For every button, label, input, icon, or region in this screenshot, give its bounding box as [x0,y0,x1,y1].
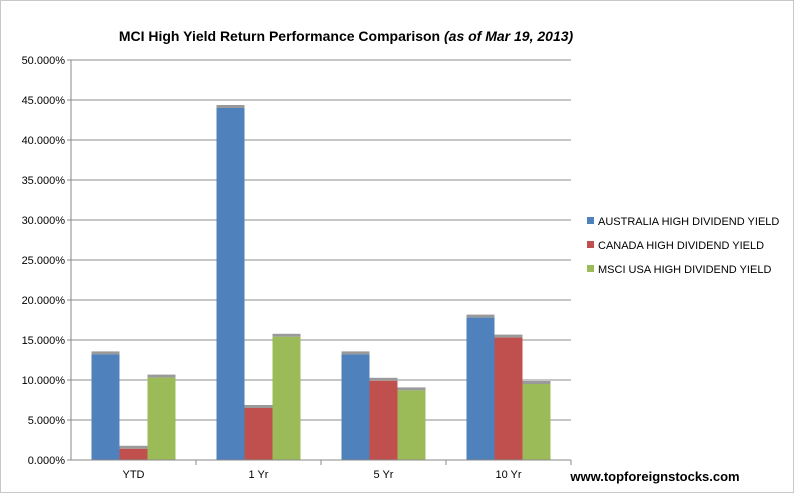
bars [91,105,551,460]
x-tick-label: 1 Yr [249,469,269,481]
source-watermark: www.topforeignstocks.com [569,469,739,484]
bar [147,377,176,460]
bar-top-shade [216,105,245,108]
bar [466,317,495,460]
bar [244,408,273,460]
chart-title-note: (as of Mar 19, 2013) [444,28,574,44]
bar-top-shade [244,405,273,408]
bar [397,390,426,460]
y-axis: 0.000% 5.000% 10.000% 15.000% 20.000% 25.000%… [22,55,72,467]
bar-top-shade [522,381,551,384]
y-tick-label: 40.000% [22,135,66,147]
bar-top-shade [494,334,523,338]
x-tick-label: 10 Yr [495,469,521,481]
bar [91,354,120,460]
bar [369,380,398,460]
bar [341,354,370,460]
y-tick-label: 25.000% [22,255,66,267]
legend-swatch [587,265,594,272]
bar [494,337,523,460]
bar-top-shade [369,377,398,381]
bar-top-shade [397,387,426,391]
x-tick-label: YTD [123,469,145,481]
legend-swatch [587,217,594,224]
y-tick-label: 15.000% [22,335,66,347]
legend-label: AUSTRALIA HIGH DIVIDEND YIELD [598,216,779,228]
bar-top-shade [119,445,148,449]
bar [272,336,301,460]
bar-top-shade [341,351,370,355]
bar-top-shade [91,351,120,355]
legend-label: CANADA HIGH DIVIDEND YIELD [598,240,764,252]
chart-title: MCI High Yield Return Performance Compar… [119,28,574,44]
y-tick-label: 35.000% [22,175,66,187]
bar-top-shade [466,314,495,318]
bar [522,384,551,460]
bar [119,448,148,460]
y-tick-label: 5.000% [28,415,66,427]
bar [216,108,245,460]
y-tick-label: 10.000% [22,375,66,387]
y-tick-label: 50.000% [22,55,66,67]
y-tick-label: 45.000% [22,95,66,107]
y-tick-label: 30.000% [22,215,66,227]
x-tick-label: 5 Yr [374,469,394,481]
bar-top-shade [147,374,176,378]
chart-title-main: MCI High Yield Return Performance Compar… [119,28,440,44]
legend-swatch [587,241,594,248]
legend-label: MSCI USA HIGH DIVIDEND YIELD [598,264,771,276]
legend: AUSTRALIA HIGH DIVIDEND YIELD CANADA HIGH… [587,216,779,276]
bar-top-shade [272,333,301,337]
y-tick-label: 0.000% [28,455,66,467]
x-axis: YTD 1 Yr 5 Yr 10 Yr [71,459,572,481]
y-tick-label: 20.000% [22,295,66,307]
